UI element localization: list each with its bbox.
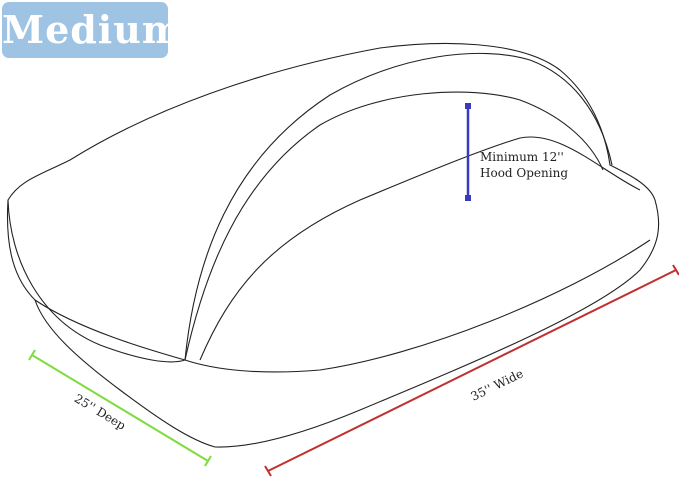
size-badge: Medium — [2, 2, 182, 58]
hood-measure — [465, 103, 471, 201]
hood-label-line2: Hood Opening — [480, 166, 568, 180]
hood-label-line1: Minimum 12'' — [480, 150, 564, 164]
cushion-left — [7, 199, 186, 363]
width-label: 35'' Wide — [469, 366, 526, 403]
base-seam — [34, 239, 651, 373]
depth-label: 25'' Deep — [72, 391, 129, 433]
cushion-top — [199, 136, 641, 361]
depth-measure — [28, 349, 212, 467]
hood-outer — [184, 52, 613, 361]
bed-outline — [6, 42, 660, 448]
hood-inner — [184, 91, 604, 361]
width-measure — [264, 264, 679, 477]
